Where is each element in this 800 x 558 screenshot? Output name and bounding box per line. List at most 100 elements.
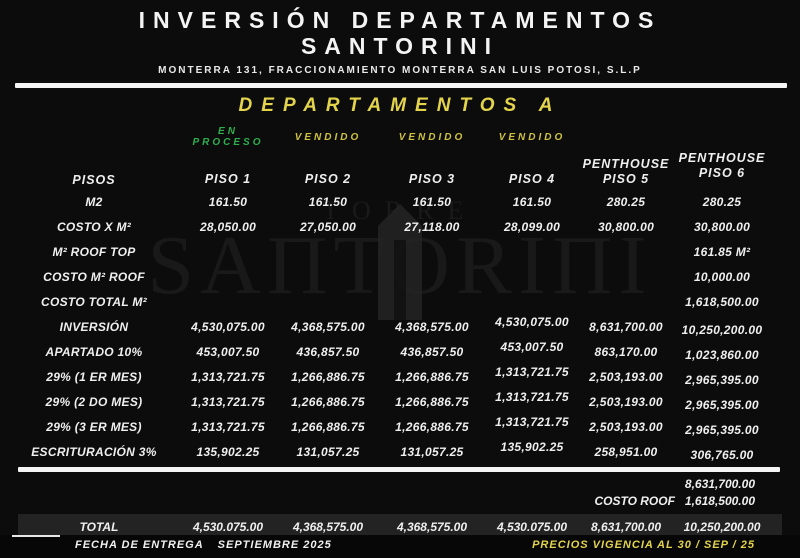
total-cell: 10,250,200.00 (683, 520, 761, 534)
status-row: EN PROCESO VENDIDO VENDIDO VENDIDO (0, 126, 800, 148)
subtotal-block: 8,631,700.00 COSTO ROOF 1,618,500.00 (0, 476, 800, 510)
column-header-pisos: PISOS (72, 173, 116, 187)
row-label: M2 (85, 194, 103, 209)
column-header: PENTHOUSE PISO 6 (678, 151, 766, 180)
table-cell: 131,057.25 (400, 444, 464, 459)
total-cell: 4,368,575.00 (396, 520, 468, 534)
table-cell: 2,965,395.00 (685, 372, 759, 387)
table-cell: 2,503,193.00 (589, 419, 663, 434)
row-label: INVERSIÓN (59, 319, 129, 334)
building-icon (378, 204, 422, 320)
total-label: TOTAL (79, 520, 119, 534)
costo-roof-value: 1,618,500.00 (684, 494, 755, 508)
table-row: ESCRITURACIÓN 3% 135,902.25 131,057.25 131… (0, 439, 800, 464)
table-cell: 30,800.00 (597, 219, 655, 234)
table-cell: 1,618,500.00 (685, 294, 759, 309)
delivery-label: FECHA DE ENTREGA (75, 539, 204, 551)
table-cell: 30,800.00 (693, 219, 751, 234)
table-row: INVERSIÓN 4,530,075.00 4,368,575.00 4,368,… (0, 314, 800, 339)
total-cell: 4,530.075.00 (192, 520, 264, 534)
row-label: COSTO TOTAL M² (41, 294, 147, 309)
address-line: MONTERRA 131, FRACCIONAMIENTO MONTERRA S… (158, 65, 642, 76)
delivery-date: FECHA DE ENTREGA SEPTIEMBRE 2025 (75, 539, 332, 551)
section-title: DEPARTAMENTOS A (238, 95, 562, 116)
row-label: M² ROOF TOP (52, 244, 136, 259)
footer: FECHA DE ENTREGA SEPTIEMBRE 2025 PRECIOS … (0, 535, 800, 558)
table-cell: 436,857.50 (400, 344, 464, 359)
row-label: 29% (2 DO MES) (45, 394, 143, 409)
table-cell: 4,368,575.00 (395, 319, 469, 334)
table-bottom-divider (18, 467, 780, 472)
table-cell: 161.85 M² (693, 244, 751, 259)
table-cell: 161.50 (308, 194, 348, 209)
table-cell: 1,266,886.75 (291, 394, 365, 409)
row-label: APARTADO 10% (45, 344, 143, 359)
footer-tick (12, 535, 60, 537)
table-row: 29% (3 ER MES) 1,313,721.75 1,266,886.75 1… (0, 414, 800, 439)
table-body: M2 161.50 161.50 161.50 161.50 280.25 280.25 … (0, 189, 800, 464)
table-cell: 436,857.50 (296, 344, 360, 359)
table-cell: 453,007.50 (500, 339, 564, 354)
table-cell: 2,965,395.00 (685, 422, 759, 437)
table-cell: 10,250,200.00 (681, 322, 763, 337)
column-header: PISO 4 (508, 172, 556, 186)
status-label: VENDIDO (398, 131, 466, 143)
row-label: COSTO X M² (56, 219, 132, 234)
table-cell: 1,313,721.75 (191, 419, 265, 434)
table-head: PISOS PISO 1 PISO 2 PISO 3 PISO 4 PENTHOUSE P… (0, 141, 800, 189)
table-cell: 1,313,721.75 (495, 389, 569, 404)
table-row: 29% (1 ER MES) 1,313,721.75 1,266,886.75 1… (0, 364, 800, 389)
table-cell: 1,266,886.75 (395, 369, 469, 384)
table-row: M2 161.50 161.50 161.50 161.50 280.25 280.25 (0, 189, 800, 214)
table-cell: 1,313,721.75 (495, 414, 569, 429)
total-cell: 8,631,700.00 (590, 520, 662, 534)
table-cell: 1,266,886.75 (291, 419, 365, 434)
table-row: APARTADO 10% 453,007.50 436,857.50 436,857… (0, 339, 800, 364)
table-row: COSTO M² ROOF 10,000.00 (0, 264, 800, 289)
costo-roof-line: COSTO ROOF 1,618,500.00 (0, 493, 755, 510)
table-row: COSTO TOTAL M² 1,618,500.00 (0, 289, 800, 314)
table-cell: 27,118.00 (404, 219, 460, 234)
table-cell: 161.50 (208, 194, 248, 209)
costo-roof-label: COSTO ROOF (594, 494, 675, 508)
page-title-line2: SANTORINI (300, 33, 500, 59)
column-header: PISO 3 (408, 172, 456, 186)
row-label: ESCRITURACIÓN 3% (31, 444, 157, 459)
table-cell: 280.25 (702, 194, 742, 209)
status-label: VENDIDO (498, 131, 566, 143)
total-cell: 4,530.075.00 (496, 520, 568, 534)
table-cell: 258,951.00 (594, 444, 658, 459)
table-cell: 453,007.50 (196, 344, 260, 359)
total-cell: 4,368,575.00 (292, 520, 364, 534)
table-cell: 28,099.00 (503, 219, 561, 234)
column-header: PENTHOUSE PISO 5 (582, 157, 670, 186)
header: INVERSIÓN DEPARTAMENTOS SANTORINI MONTER… (0, 0, 800, 76)
table-cell: 863,170.00 (594, 344, 658, 359)
table-cell: 161.50 (412, 194, 452, 209)
price-validity: PRECIOS VIGENCIA AL 30 / SEP / 25 (532, 539, 755, 551)
table-cell: 27,050.00 (299, 219, 357, 234)
table-cell: 2,965,395.00 (685, 397, 759, 412)
table-cell: 28,050.00 (199, 219, 257, 234)
page-title-line1: INVERSIÓN DEPARTAMENTOS (138, 7, 662, 33)
row-label: 29% (1 ER MES) (46, 369, 142, 384)
row-label: 29% (3 ER MES) (46, 419, 142, 434)
table-cell: 135,902.25 (196, 444, 260, 459)
table-row: 29% (2 DO MES) 1,313,721.75 1,266,886.75 1… (0, 389, 800, 414)
table-row: COSTO X M² 28,050.00 27,050.00 27,118.00 28… (0, 214, 800, 239)
table-cell: 1,313,721.75 (191, 369, 265, 384)
table-row: M² ROOF TOP 161.85 M² (0, 239, 800, 264)
table-cell: 280.25 (606, 194, 646, 209)
table-cell: 1,266,886.75 (395, 419, 469, 434)
table-cell: 2,503,193.00 (589, 369, 663, 384)
delivery-value: SEPTIEMBRE 2025 (217, 539, 332, 551)
row-label: COSTO M² ROOF (43, 269, 145, 284)
status-label: VENDIDO (294, 131, 362, 143)
table-cell: 8,631,700.00 (589, 319, 663, 334)
table-cell: 1,266,886.75 (395, 394, 469, 409)
table-cell: 1,313,721.75 (495, 364, 569, 379)
table-cell: 4,530,075.00 (495, 314, 569, 329)
column-header: PISO 2 (304, 172, 352, 186)
table-cell: 1,266,886.75 (291, 369, 365, 384)
